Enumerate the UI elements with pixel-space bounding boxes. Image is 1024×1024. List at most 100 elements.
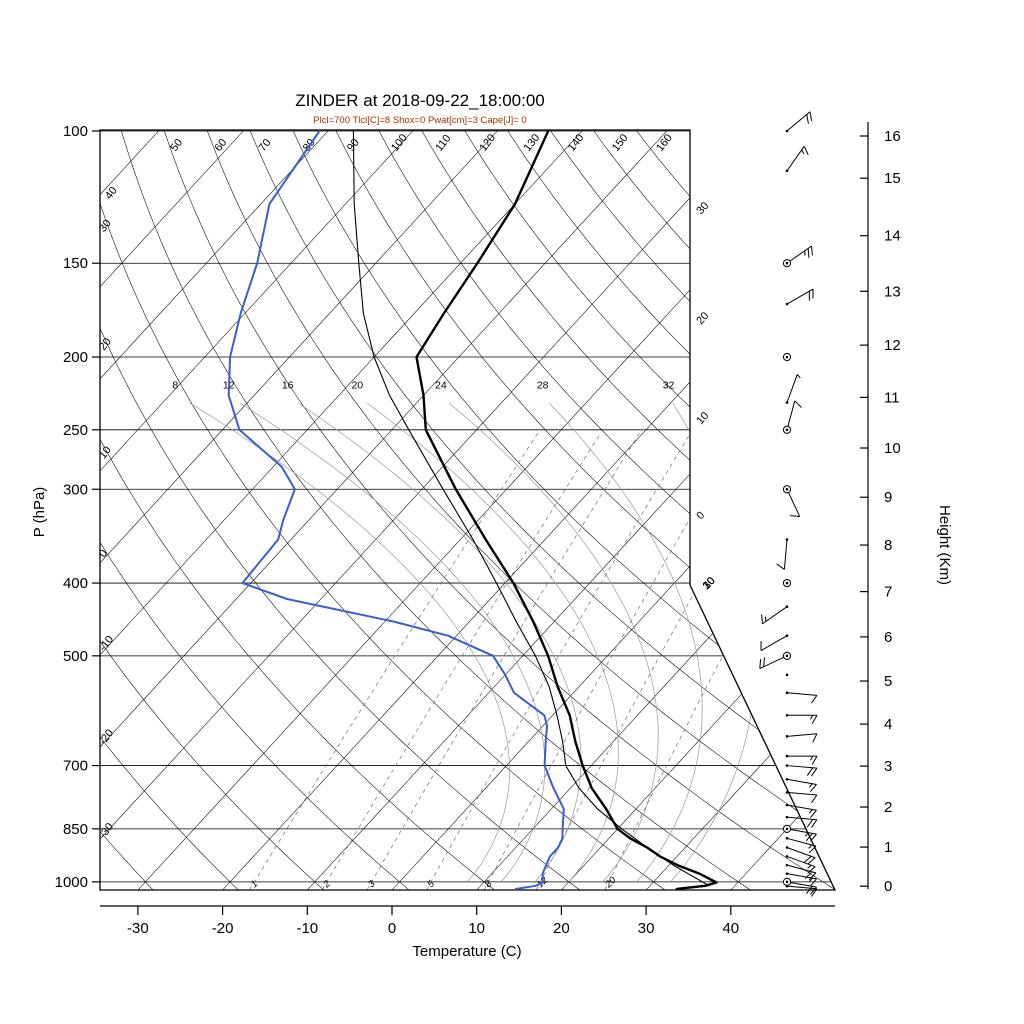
background-grid xyxy=(100,130,835,890)
barb-full-tick xyxy=(811,794,818,804)
wind-barb xyxy=(785,673,789,677)
barb-shaft xyxy=(786,245,812,264)
height-tick-label: 15 xyxy=(884,170,901,187)
height-axis-title: Height (Km) xyxy=(936,505,953,585)
chart-title: ZINDER at 2018-09-22_18:00:00 xyxy=(295,91,545,110)
wind-barb xyxy=(785,872,817,887)
barb-shaft xyxy=(786,873,817,880)
isotherm-line xyxy=(561,130,835,890)
barb-full-tick xyxy=(811,715,818,724)
barb-full-tick xyxy=(807,857,816,865)
barb-shaft xyxy=(762,606,788,625)
temperature-tick-label: -20 xyxy=(212,920,234,937)
station-dot xyxy=(785,777,789,781)
pressure-tick-label: 700 xyxy=(63,758,88,775)
station-dot xyxy=(785,302,789,306)
mixing-ratio-line xyxy=(249,432,539,890)
wind-barb xyxy=(776,538,789,570)
barb-shaft xyxy=(786,816,817,821)
wind-barb xyxy=(785,733,818,743)
barb-shaft xyxy=(786,778,817,785)
barb-full-tick xyxy=(807,866,816,874)
temperature-tick-label: 10 xyxy=(468,920,485,937)
station-dot xyxy=(785,428,789,432)
isotherm-line xyxy=(391,130,835,890)
dry-adiabat-line xyxy=(100,131,495,890)
barb-full-tick xyxy=(811,819,818,828)
station-dot xyxy=(785,538,789,541)
barb-full-tick xyxy=(808,872,817,880)
wind-barb xyxy=(785,855,816,874)
pressure-tick-label: 150 xyxy=(63,255,88,272)
temperature-tick-label: -10 xyxy=(296,920,318,937)
wind-barb xyxy=(785,691,818,704)
station-dot xyxy=(785,837,789,840)
wind-barb xyxy=(782,245,813,268)
dry-adiabat-left-label: 30 xyxy=(97,218,114,235)
dry-adiabat-top-label: 120 xyxy=(477,132,498,154)
height-tick-label: 7 xyxy=(884,584,892,601)
dry-adiabat-top-label: 60 xyxy=(212,137,229,154)
dry-adiabat-left-label: 10 xyxy=(97,444,114,461)
barb-full-tick xyxy=(805,886,813,894)
station-dot xyxy=(785,884,789,888)
mixing-ratio-label: 1 xyxy=(249,879,261,891)
pressure-tick-label: 400 xyxy=(63,575,88,592)
height-tick-label: 9 xyxy=(884,489,892,506)
barb-full-tick xyxy=(761,614,763,624)
moist-adiabat-label: 8 xyxy=(172,379,178,391)
barb-full-tick xyxy=(794,400,802,408)
barb-half-tick xyxy=(804,832,809,837)
station-dot xyxy=(785,872,789,875)
barb-shaft xyxy=(760,635,788,652)
barb-shaft xyxy=(783,539,788,570)
isotherm-line xyxy=(100,130,160,890)
isotherm-line xyxy=(100,130,584,890)
moist-adiabat-line xyxy=(448,402,659,883)
barb-full-tick xyxy=(805,833,813,841)
barb-full-tick xyxy=(806,114,809,124)
dry-adiabat-line xyxy=(421,130,835,890)
station-dot xyxy=(785,673,789,677)
station-dot xyxy=(785,355,789,359)
isotherm-diagonal-label: 30 xyxy=(701,575,718,592)
height-tick-label: 11 xyxy=(884,389,900,406)
barb-half-tick xyxy=(796,374,801,379)
pressure-tick-label: 300 xyxy=(63,481,88,498)
height-tick-label: 1 xyxy=(884,839,892,856)
barb-shaft xyxy=(786,288,814,305)
moist-adiabat-line xyxy=(298,402,582,883)
station-dot xyxy=(785,863,789,867)
pressure-tick-label: 250 xyxy=(63,422,88,439)
barb-full-tick xyxy=(803,855,812,863)
wind-barb xyxy=(785,884,818,897)
dry-adiabat-top-label: 160 xyxy=(654,132,675,154)
height-tick-label: 2 xyxy=(884,799,892,816)
barb-half-tick xyxy=(809,715,814,720)
barb-shaft xyxy=(786,692,817,696)
dry-adiabat-left-label: 40 xyxy=(103,185,120,202)
height-tick-label: 10 xyxy=(884,440,901,457)
barb-shaft xyxy=(786,855,816,868)
wind-barb xyxy=(785,846,816,865)
chart-subtitle: Plcl=700 Tlcl[C]=8 Shox=0 Pwat[cm]=3 Cap… xyxy=(313,115,526,126)
dry-adiabat-top-label: 110 xyxy=(433,133,453,154)
wind-barb xyxy=(782,400,802,434)
barb-full-tick xyxy=(811,695,818,704)
plot-frame xyxy=(99,129,837,891)
barb-full-tick xyxy=(803,146,809,156)
barb-half-tick xyxy=(809,755,814,761)
station-dot xyxy=(785,487,789,491)
dry-adiabat-line xyxy=(100,131,324,890)
barb-shaft xyxy=(786,881,817,888)
isotherm-line xyxy=(730,130,835,890)
moist-adiabat-label: 16 xyxy=(282,379,294,391)
barb-shaft xyxy=(786,847,816,859)
barb-shaft xyxy=(786,791,817,796)
dry-adiabat-line xyxy=(335,130,835,890)
dry-adiabat-left-label: 20 xyxy=(97,336,114,353)
temperature-profile-line xyxy=(415,130,718,890)
height-tick-label: 16 xyxy=(884,128,901,145)
height-tick-label: 14 xyxy=(884,228,901,245)
